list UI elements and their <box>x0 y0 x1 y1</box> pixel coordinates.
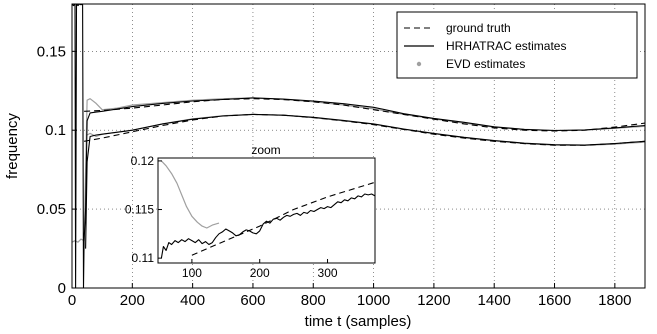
inset-plot: zoom 100 200 300 0.11 0.115 0.12 <box>125 143 376 280</box>
legend-label-ground-truth: ground truth <box>446 21 511 35</box>
y-tick-label: 0.05 <box>37 201 66 218</box>
x-tick-label: 200 <box>120 292 145 309</box>
legend: ground truth HRHATRAC estimates EVD esti… <box>396 11 638 79</box>
main-x-axis: 0 200 400 600 800 1000 1200 1400 1600 1800 <box>68 283 632 309</box>
legend-box <box>396 11 638 79</box>
x-tick-label: 800 <box>301 292 326 309</box>
x-axis-label: time t (samples) <box>305 313 412 330</box>
inset-y-tick-label: 0.11 <box>132 251 155 265</box>
y-tick-label: 0.1 <box>45 122 66 139</box>
main-plot-frame <box>71 3 646 289</box>
inset-x-axis: 100 200 300 <box>182 259 338 280</box>
inset-title: zoom <box>251 143 280 157</box>
x-tick-label: 400 <box>180 292 205 309</box>
x-tick-label: 1400 <box>478 292 511 309</box>
legend-label-evd: EVD estimates <box>446 57 525 71</box>
x-tick-label: 1000 <box>357 292 390 309</box>
y-axis-label: frequency <box>4 113 21 179</box>
legend-swatch-evd <box>416 61 422 67</box>
inset-x-tick-label: 200 <box>250 266 270 280</box>
inset-series-group <box>160 160 375 259</box>
main-series-group <box>72 4 645 288</box>
x-tick-label: 1200 <box>417 292 450 309</box>
inset-y-axis: 0.11 0.115 0.12 <box>125 154 162 265</box>
y-tick-label: 0 <box>58 280 66 297</box>
inset-plot-frame <box>157 157 376 264</box>
series-line-ground-truth-2 <box>84 113 645 146</box>
series-line-hrhatrac-estimates-1 <box>72 4 645 288</box>
main-y-axis: 0 0.05 0.1 0.15 <box>37 43 77 297</box>
inset-series-line-hrhatrac-estimates <box>160 193 375 259</box>
series-line-hrhatrac-estimates-2 <box>85 113 645 249</box>
x-tick-label: 1600 <box>538 292 571 309</box>
inset-x-tick-label: 300 <box>318 266 338 280</box>
y-tick-label: 0.15 <box>37 43 66 60</box>
series-line-ground-truth-1 <box>84 98 645 132</box>
inset-y-tick-label: 0.115 <box>125 203 154 217</box>
x-tick-label: 1800 <box>598 292 631 309</box>
x-tick-label: 0 <box>68 292 76 309</box>
inset-series-line-evd-estimates <box>160 160 220 229</box>
legend-label-hrhatrac: HRHATRAC estimates <box>446 39 566 53</box>
inset-x-tick-label: 100 <box>182 266 202 280</box>
inset-plot-area <box>157 157 376 264</box>
inset-y-tick-label: 0.12 <box>131 154 155 168</box>
x-tick-label: 600 <box>240 292 265 309</box>
